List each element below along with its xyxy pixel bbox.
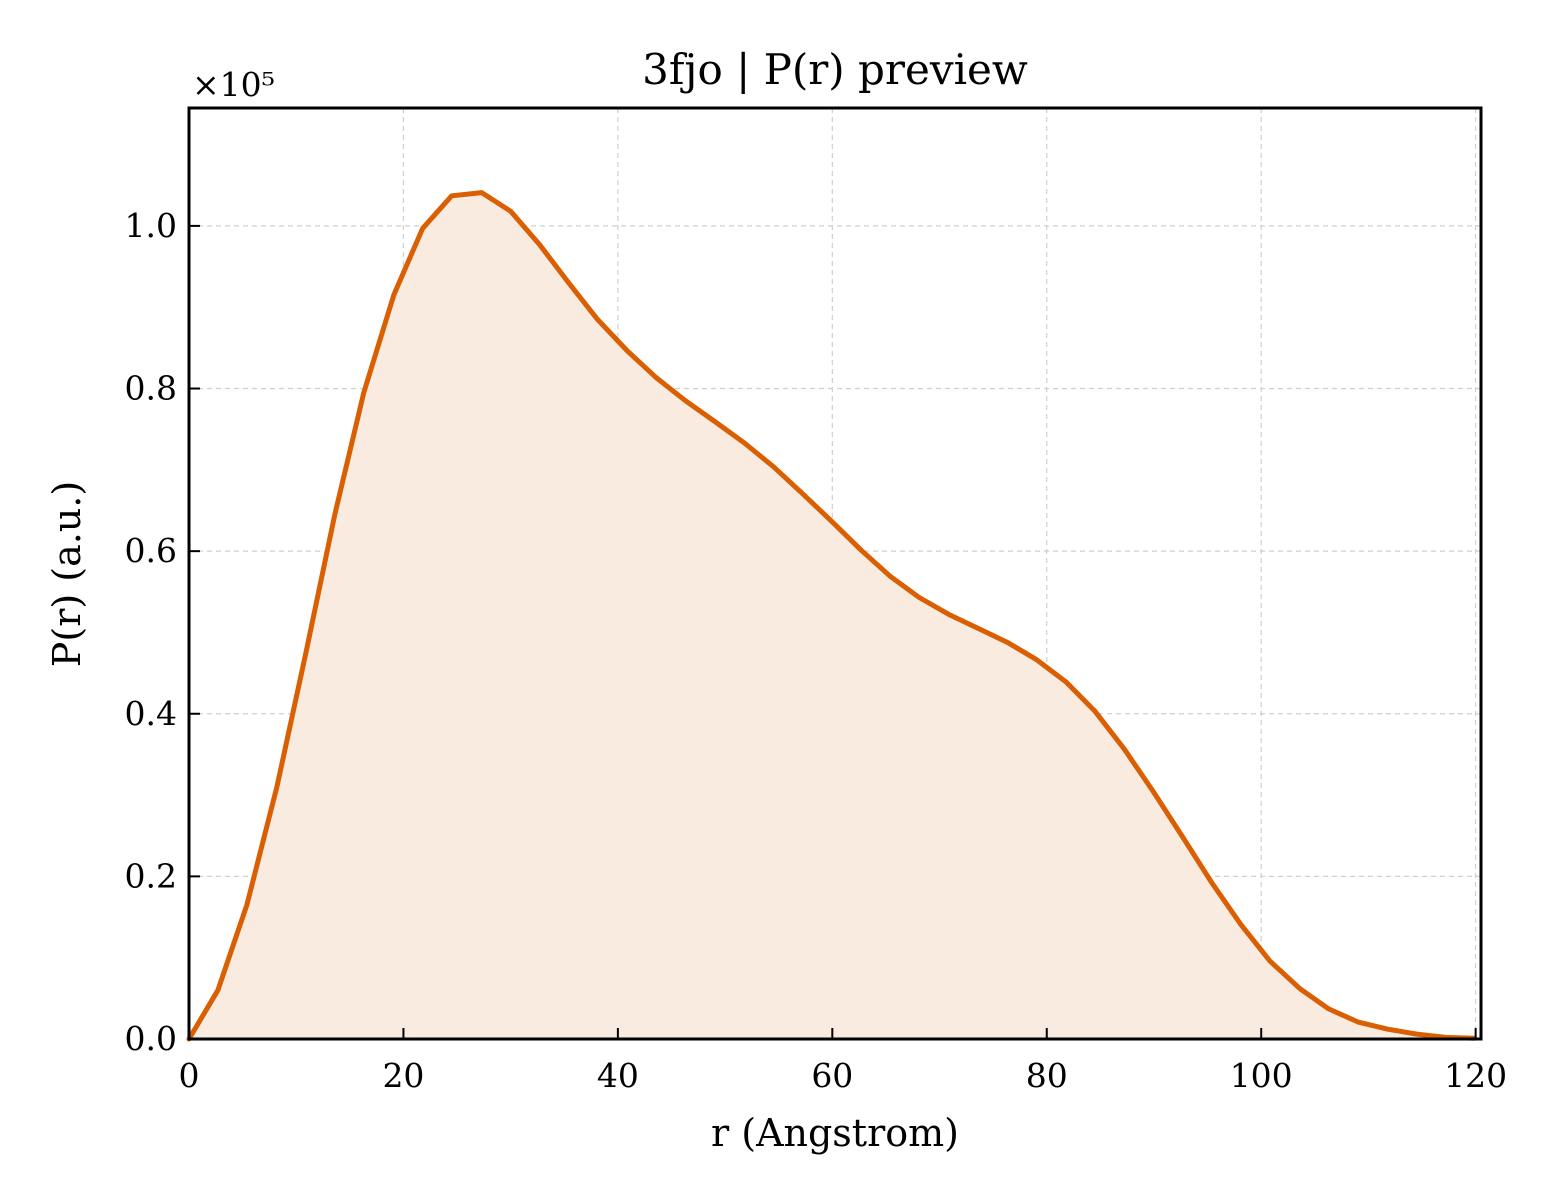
y-tick-label: 0.6 bbox=[125, 531, 177, 570]
x-tick-label: 120 bbox=[1444, 1056, 1507, 1095]
x-tick-label: 60 bbox=[811, 1056, 853, 1095]
pr-curve bbox=[186, 190, 1478, 1042]
x-tick-label: 80 bbox=[1026, 1056, 1068, 1095]
pr-area-fill bbox=[189, 192, 1475, 1040]
y-multiplier-label: ×10⁵ bbox=[192, 65, 275, 104]
axis-ticks: 0 20 40 60 80 100 120 0.0 0.2 0.4 0.6 0.8 1.0 bbox=[125, 206, 1508, 1095]
y-tick-label: 0.4 bbox=[125, 694, 177, 733]
x-tick-label: 0 bbox=[179, 1056, 200, 1095]
plot-frame bbox=[187, 106, 1483, 1041]
y-tick-label: 1.0 bbox=[125, 206, 177, 245]
x-tick-label: 100 bbox=[1230, 1056, 1293, 1095]
x-tick-label: 40 bbox=[597, 1056, 639, 1095]
y-tick-label: 0.8 bbox=[125, 369, 177, 408]
y-tick-label: 0.0 bbox=[125, 1019, 177, 1058]
x-axis-label: r (Angstrom) bbox=[711, 1111, 959, 1155]
y-tick-label: 0.2 bbox=[125, 856, 177, 895]
chart-title: 3fjo | P(r) preview bbox=[642, 45, 1028, 94]
x-tick-label: 20 bbox=[382, 1056, 424, 1095]
y-axis-label: P(r) (a.u.) bbox=[45, 481, 89, 667]
